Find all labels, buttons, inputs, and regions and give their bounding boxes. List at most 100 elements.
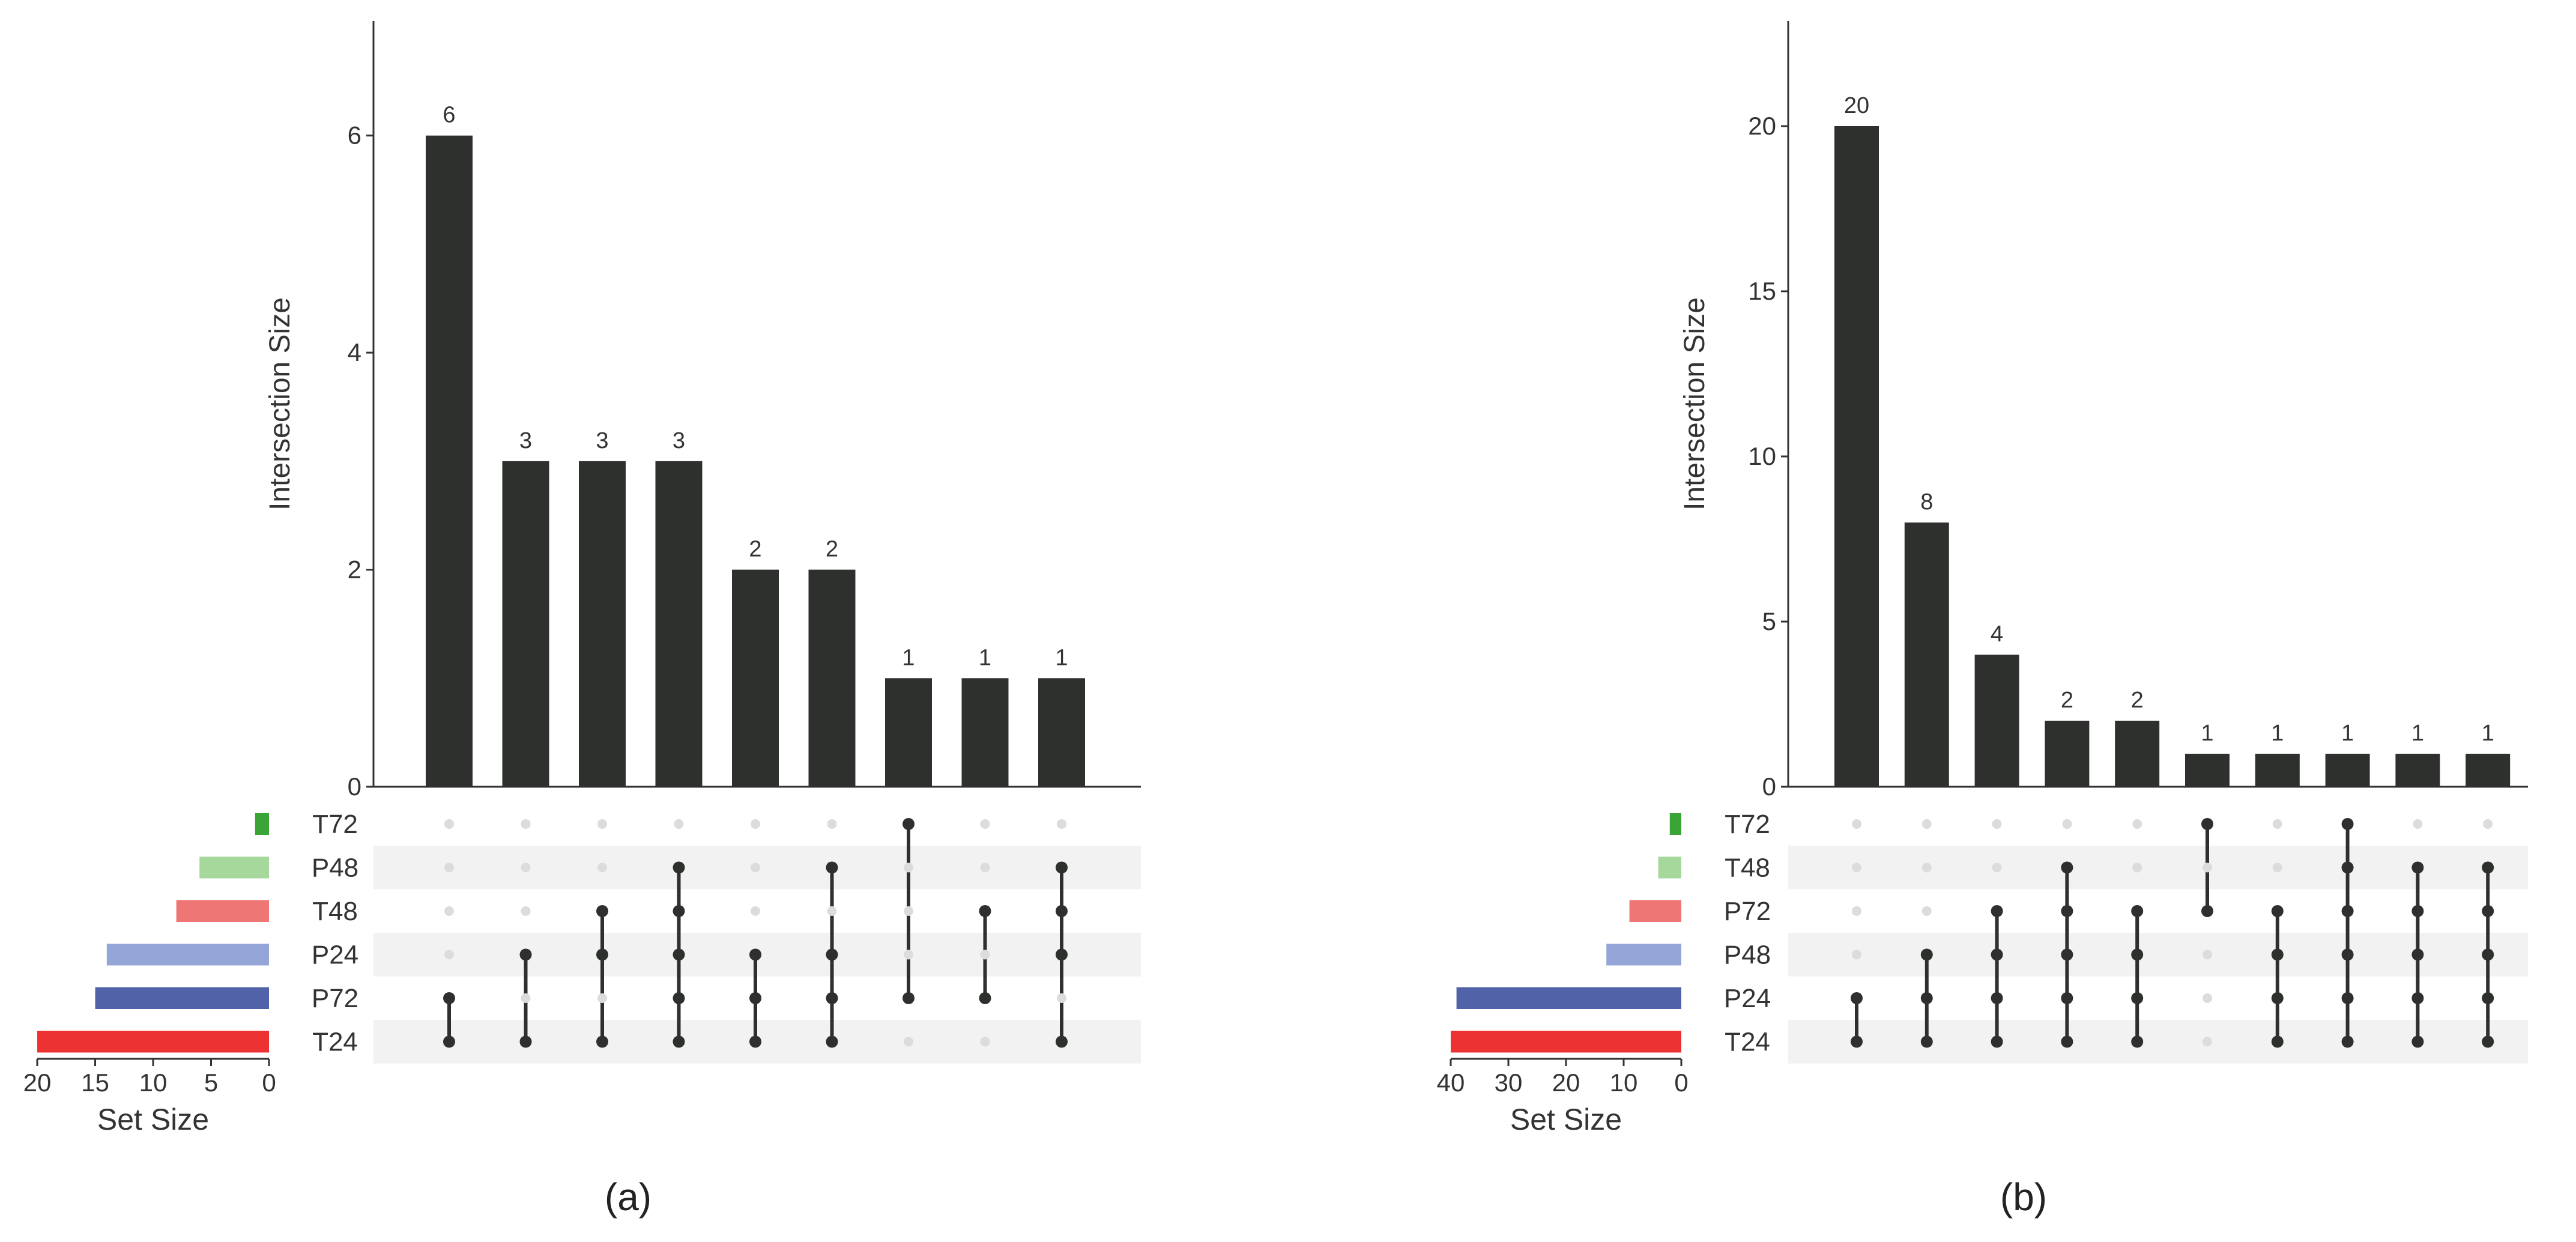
matrix-dot-a-1-2 (521, 906, 531, 916)
matrix-dot-b-5-0 (2201, 818, 2213, 830)
matrix-dot-a-6-0 (903, 818, 915, 830)
matrix-dot-b-6-1 (2272, 862, 2282, 873)
intersection-bar-b-2 (1974, 655, 2019, 787)
set-size-bar-b-5 (1451, 1031, 1681, 1053)
set-size-bar-a-3 (106, 944, 270, 966)
matrix-dot-a-1-4 (521, 993, 531, 1003)
matrix-dot-b-4-2 (2131, 905, 2144, 917)
intersection-bar-b-7 (2325, 754, 2370, 787)
set-label-b-1: T48 (1725, 853, 1770, 883)
matrix-dot-b-4-4 (2131, 992, 2144, 1004)
set-size-tick-label-b-2: 20 (1552, 1068, 1580, 1097)
set-label-a-2: T48 (312, 897, 358, 926)
set-size-bar-b-1 (1658, 856, 1681, 879)
matrix-dot-a-6-3 (904, 950, 913, 960)
set-label-a-3: P24 (312, 941, 358, 970)
matrix-dot-b-2-2 (1991, 905, 2003, 917)
intersection-value-label-b-6: 1 (2271, 721, 2284, 746)
matrix-dot-b-3-1 (2061, 861, 2073, 874)
matrix-dot-b-6-2 (2271, 905, 2284, 917)
matrix-dot-a-5-0 (827, 819, 837, 829)
matrix-dot-b-3-4 (2061, 992, 2073, 1004)
matrix-dot-a-7-2 (979, 905, 991, 917)
y-tick-label-b-1: 5 (1762, 607, 1776, 635)
matrix-dot-b-2-1 (1992, 862, 2002, 873)
intersection-value-label-a-5: 2 (826, 537, 838, 562)
matrix-dot-b-3-3 (2061, 948, 2073, 961)
intersection-value-label-a-1: 3 (519, 428, 532, 453)
intersection-bar-a-5 (808, 569, 856, 787)
set-size-tick-label-a-2: 10 (139, 1068, 168, 1097)
matrix-dot-a-4-2 (751, 906, 760, 916)
set-size-tick-label-b-0: 40 (1437, 1068, 1465, 1097)
matrix-dot-b-0-0 (1852, 819, 1861, 829)
intersection-bar-b-9 (2466, 754, 2511, 787)
set-size-bar-a-5 (37, 1031, 269, 1053)
matrix-dot-a-7-5 (980, 1037, 990, 1047)
matrix-dot-b-7-5 (2341, 1035, 2354, 1048)
intersection-value-label-b-3: 2 (2061, 688, 2073, 713)
matrix-dot-b-2-3 (1991, 948, 2003, 961)
matrix-dot-b-8-2 (2411, 905, 2424, 917)
set-size-axis-label-a: Set Size (97, 1103, 209, 1136)
matrix-dot-a-0-0 (444, 819, 454, 829)
upset-panel-b: 0 5 10 15 20 Intersection Size 20 8 4 2 2 1 1 1 1 1 T72 T… (1437, 21, 2528, 1219)
matrix-dot-a-8-0 (1057, 819, 1066, 829)
intersection-value-label-b-8: 1 (2411, 721, 2424, 746)
intersection-value-label-b-0: 20 (1844, 93, 1869, 118)
matrix-dot-a-0-1 (444, 862, 454, 873)
matrix-dot-b-0-3 (1852, 950, 1861, 960)
intersection-value-label-b-4: 2 (2131, 688, 2144, 713)
intersection-value-label-a-0: 6 (443, 103, 455, 128)
matrix-dot-a-3-2 (673, 905, 685, 917)
matrix-dot-b-5-4 (2203, 993, 2212, 1003)
y-tick-label-b-3: 15 (1748, 277, 1776, 305)
matrix-dot-b-8-5 (2411, 1035, 2424, 1048)
y-tick-label-b-0: 0 (1762, 772, 1776, 801)
matrix-dot-b-2-5 (1991, 1035, 2003, 1048)
matrix-dot-a-4-4 (749, 992, 761, 1004)
set-size-bar-a-2 (176, 900, 269, 922)
set-size-bar-a-1 (199, 856, 269, 879)
y-axis-label-b: Intersection Size (1679, 297, 1711, 510)
matrix-dot-b-2-4 (1991, 992, 2003, 1004)
set-size-bar-b-2 (1629, 900, 1681, 922)
matrix-row-stripe-b-5 (1788, 1020, 2528, 1064)
intersection-bar-a-6 (885, 678, 932, 787)
set-size-tick-label-a-3: 5 (204, 1068, 218, 1097)
matrix-dot-b-4-5 (2131, 1035, 2144, 1048)
set-size-tick-label-b-4: 0 (1674, 1068, 1688, 1097)
intersection-value-label-b-9: 1 (2482, 721, 2494, 746)
matrix-dot-b-1-5 (1920, 1035, 1933, 1048)
matrix-dot-b-7-0 (2341, 818, 2354, 830)
intersection-value-label-a-8: 1 (1055, 645, 1068, 670)
matrix-dot-b-5-1 (2203, 862, 2212, 873)
matrix-dot-b-6-5 (2271, 1035, 2284, 1048)
intersection-bar-b-4 (2115, 721, 2160, 787)
matrix-dot-a-3-4 (673, 992, 685, 1004)
matrix-dot-b-6-0 (2272, 819, 2282, 829)
matrix-dot-b-3-5 (2061, 1035, 2073, 1048)
matrix-dot-a-3-5 (673, 1035, 685, 1048)
matrix-dot-a-8-4 (1057, 993, 1066, 1003)
matrix-dot-a-5-4 (826, 992, 838, 1004)
matrix-dot-b-4-0 (2132, 819, 2142, 829)
matrix-dot-a-2-1 (597, 862, 607, 873)
intersection-value-label-b-7: 1 (2341, 721, 2354, 746)
matrix-dot-a-3-1 (673, 861, 685, 874)
set-label-b-4: P24 (1724, 984, 1771, 1013)
matrix-dot-b-3-0 (2062, 819, 2072, 829)
panel-label-b: (b) (2000, 1175, 2047, 1219)
matrix-dot-a-8-1 (1056, 861, 1068, 874)
matrix-dot-b-3-2 (2061, 905, 2073, 917)
matrix-dot-a-5-3 (826, 948, 838, 961)
matrix-dot-a-6-1 (904, 862, 913, 873)
set-size-bar-b-0 (1669, 813, 1681, 835)
matrix-dot-a-8-3 (1056, 948, 1068, 961)
matrix-dot-a-1-5 (519, 1035, 532, 1048)
matrix-dot-a-2-3 (596, 948, 608, 961)
intersection-bar-b-1 (1904, 523, 1949, 787)
set-size-bar-a-0 (255, 813, 269, 835)
matrix-dot-a-0-4 (443, 992, 455, 1004)
set-label-a-4: P72 (312, 984, 358, 1013)
